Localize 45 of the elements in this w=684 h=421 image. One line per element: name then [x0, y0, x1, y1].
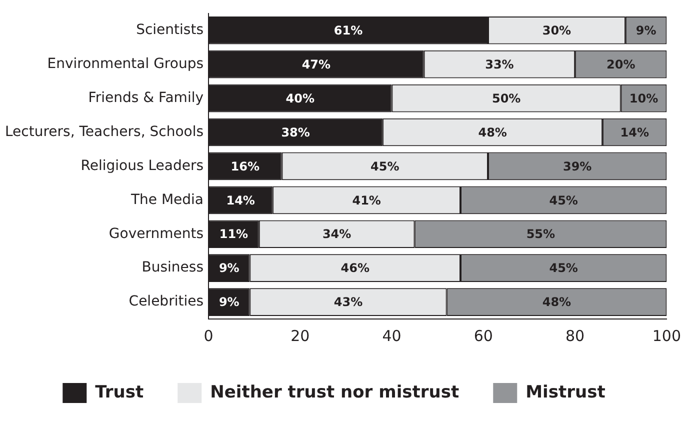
data-label: 48% [542, 295, 572, 310]
y-tick-label: Lecturers, Teachers, Schools [4, 124, 204, 140]
data-label: 39% [562, 159, 592, 174]
data-label: 41% [352, 193, 381, 208]
y-tick-label: Environmental Groups [47, 56, 204, 72]
y-tick-label: Governments [108, 226, 204, 242]
data-label: 40% [286, 91, 315, 106]
data-label: 30% [542, 24, 572, 38]
x-tick-label: 0 [204, 326, 214, 345]
y-tick-label: Business [142, 260, 204, 276]
data-label: 50% [492, 91, 521, 106]
data-label: 9% [218, 261, 240, 276]
y-tick-label: The Media [130, 192, 204, 208]
data-label: 34% [322, 227, 352, 242]
data-label: 16% [230, 159, 260, 174]
data-label: 20% [606, 57, 636, 72]
data-label: 61% [334, 24, 363, 38]
x-tick-label: 40 [382, 326, 402, 345]
y-tick-label: Celebrities [128, 294, 204, 310]
data-label: 46% [340, 261, 370, 276]
data-label: 11% [219, 227, 248, 242]
data-label: 45% [370, 159, 400, 174]
data-label: 55% [526, 227, 556, 242]
data-label: 48% [478, 125, 507, 140]
x-tick-label: 60 [474, 326, 493, 345]
y-tick-label: Religious Leaders [80, 158, 204, 174]
data-label: 45% [549, 193, 578, 208]
data-label: 10% [629, 91, 658, 106]
data-label: 9% [218, 295, 240, 310]
y-tick-label: Friends & Family [88, 90, 204, 106]
data-label: 38% [281, 125, 310, 140]
data-label: 9% [636, 24, 656, 38]
x-tick-label: 100 [652, 326, 682, 345]
legend-label: Mistrust [526, 382, 606, 402]
data-label: 14% [620, 125, 649, 140]
legend-label: Neither trust nor mistrust [210, 382, 460, 402]
data-label: 14% [226, 193, 255, 208]
x-tick-label: 20 [290, 326, 310, 345]
legend-label: Trust [95, 382, 144, 402]
y-tick-label: Scientists [136, 22, 204, 38]
data-label: 45% [549, 261, 578, 276]
data-label: 33% [485, 57, 514, 72]
data-label: 43% [334, 295, 363, 310]
x-tick-label: 80 [566, 326, 585, 345]
data-label: 47% [302, 57, 331, 72]
